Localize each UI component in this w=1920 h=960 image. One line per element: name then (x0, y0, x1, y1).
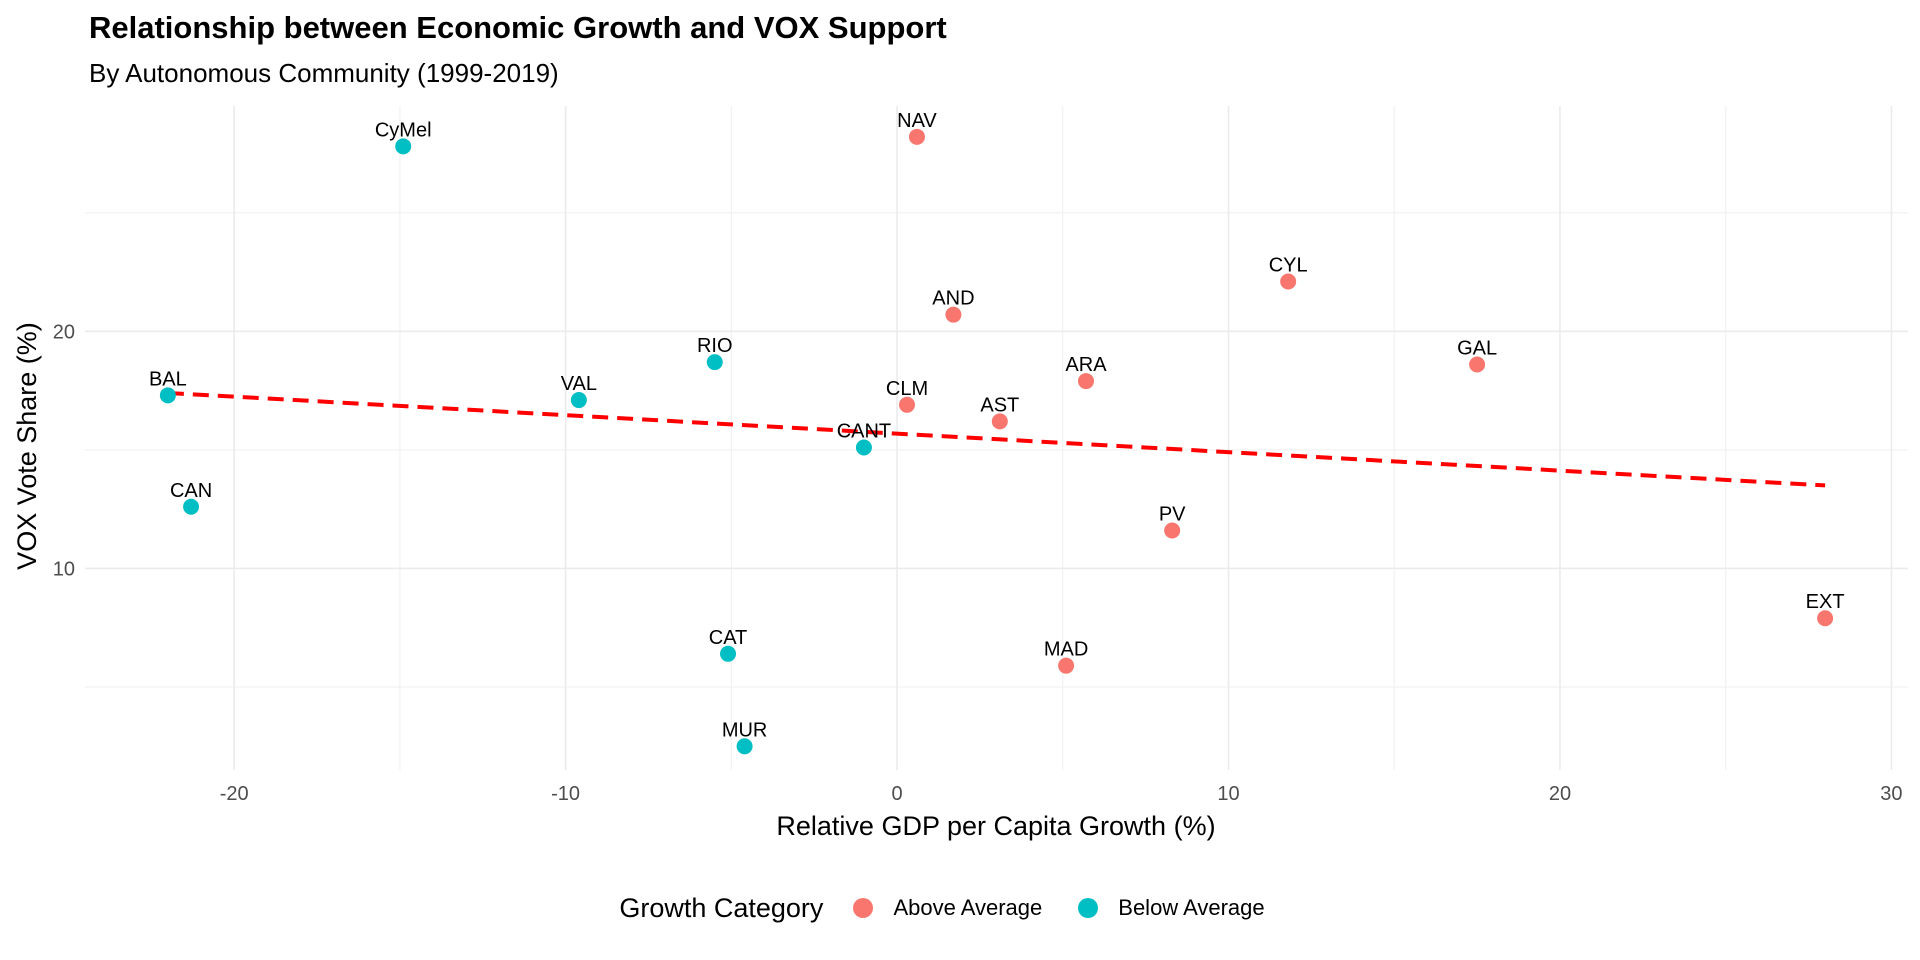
x-tick-label: 20 (1549, 783, 1571, 805)
point-label-ext: EXT (1806, 591, 1845, 613)
point-label-mad: MAD (1044, 639, 1088, 661)
data-point-cyl (1280, 273, 1297, 290)
legend-key-above-average (853, 898, 874, 918)
data-point-cant (855, 439, 872, 456)
legend-title: Growth Category (619, 892, 824, 923)
data-point-rio (706, 354, 723, 371)
data-point-can (183, 498, 200, 515)
trend-line (167, 390, 1826, 488)
chart-subtitle: By Autonomous Community (1999-2019) (89, 58, 559, 88)
data-point-and (945, 306, 962, 323)
data-point-ext (1817, 610, 1834, 627)
point-label-rio: RIO (697, 335, 733, 357)
point-label-val: VAL (561, 373, 597, 395)
point-label-gal: GAL (1457, 337, 1497, 359)
legend-key-below-average (1078, 898, 1099, 918)
data-points (159, 128, 1834, 755)
data-point-gal (1469, 356, 1486, 373)
trend-line-group (167, 390, 1826, 488)
data-point-nav (908, 128, 925, 145)
minor-gridlines (85, 106, 1908, 770)
legend-item-below-average: Below Average (1078, 895, 1265, 921)
y-axis-title: VOX Vote Share (%) (12, 322, 42, 570)
x-axis-title: Relative GDP per Capita Growth (%) (776, 811, 1215, 841)
legend: Growth Category Above Average Below Aver… (0, 888, 1920, 928)
data-point-val (570, 392, 587, 409)
x-tick-label: 30 (1880, 783, 1902, 805)
legend-item-above-average: Above Average (853, 895, 1042, 921)
x-tick-label: 0 (892, 783, 903, 805)
legend-label-below-average: Below Average (1118, 895, 1265, 920)
point-label-ast: AST (980, 394, 1019, 416)
chart-title: Relationship between Economic Growth and… (89, 10, 947, 45)
legend-label-above-average: Above Average (893, 895, 1043, 920)
data-point-mur (736, 738, 753, 755)
x-tick-label: 10 (1217, 783, 1239, 805)
point-label-cyl: CYL (1269, 254, 1308, 276)
point-label-nav: NAV (897, 110, 937, 132)
point-label-cat: CAT (709, 627, 748, 649)
point-label-clm: CLM (886, 378, 928, 400)
data-point-ast (991, 413, 1008, 430)
point-labels: NAV CyMel CYL AND RIO GAL ARA BAL VAL CLM AST CANT C… (149, 110, 1845, 741)
point-label-pv: PV (1159, 503, 1186, 525)
x-tick-label: -20 (220, 783, 249, 805)
major-gridlines (85, 106, 1908, 770)
point-label-cant: CANT (837, 420, 891, 442)
point-label-and: AND (932, 288, 974, 310)
point-label-ara: ARA (1065, 354, 1107, 376)
y-axis-ticks: 10 20 (53, 321, 75, 580)
data-point-cat (720, 645, 737, 662)
x-tick-label: -10 (551, 783, 580, 805)
data-point-pv (1164, 522, 1181, 539)
data-point-cymel (395, 138, 412, 155)
point-label-mur: MUR (722, 719, 768, 741)
data-point-clm (899, 396, 916, 413)
point-label-can: CAN (170, 480, 212, 502)
data-point-mad (1058, 657, 1075, 674)
data-point-bal (159, 387, 176, 404)
x-axis-ticks: -20 -10 0 10 20 30 (220, 783, 1903, 805)
y-tick-label: 10 (53, 558, 75, 580)
data-point-ara (1077, 373, 1094, 390)
point-label-cymel: CyMel (375, 119, 432, 141)
point-label-bal: BAL (149, 368, 187, 390)
y-tick-label: 20 (53, 321, 75, 343)
